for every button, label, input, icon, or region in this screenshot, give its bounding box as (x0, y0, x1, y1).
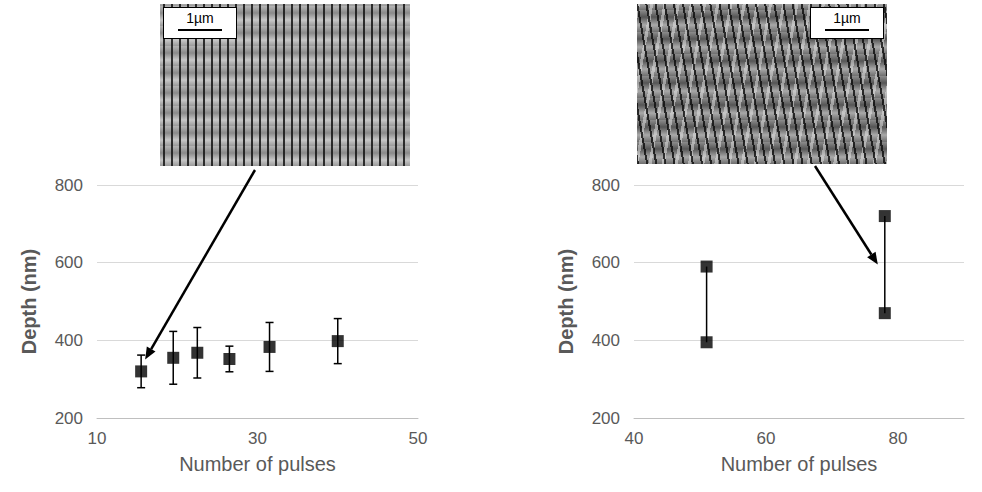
svg-text:800: 800 (592, 176, 620, 195)
svg-text:30: 30 (248, 429, 267, 448)
svg-text:40: 40 (625, 429, 644, 448)
html-text:1µm: 1µm (833, 10, 861, 26)
svg-text:60: 60 (757, 429, 776, 448)
svg-text:80: 80 (889, 429, 908, 448)
svg-text:600: 600 (592, 253, 620, 272)
svg-text:400: 400 (592, 331, 620, 350)
svg-text:50: 50 (409, 429, 428, 448)
svg-text:200: 200 (55, 409, 83, 428)
svg-text:600: 600 (55, 253, 83, 272)
svg-text:Depth (nm): Depth (nm) (18, 249, 40, 355)
svg-text:800: 800 (55, 176, 83, 195)
svg-text:Number of pulses: Number of pulses (721, 453, 878, 475)
svg-text:400: 400 (55, 331, 83, 350)
html-text:1µm: 1µm (186, 10, 214, 26)
svg-text:Number of pulses: Number of pulses (179, 453, 336, 475)
svg-text:Depth (nm): Depth (nm) (555, 249, 577, 355)
svg-text:10: 10 (88, 429, 107, 448)
svg-text:200: 200 (592, 409, 620, 428)
